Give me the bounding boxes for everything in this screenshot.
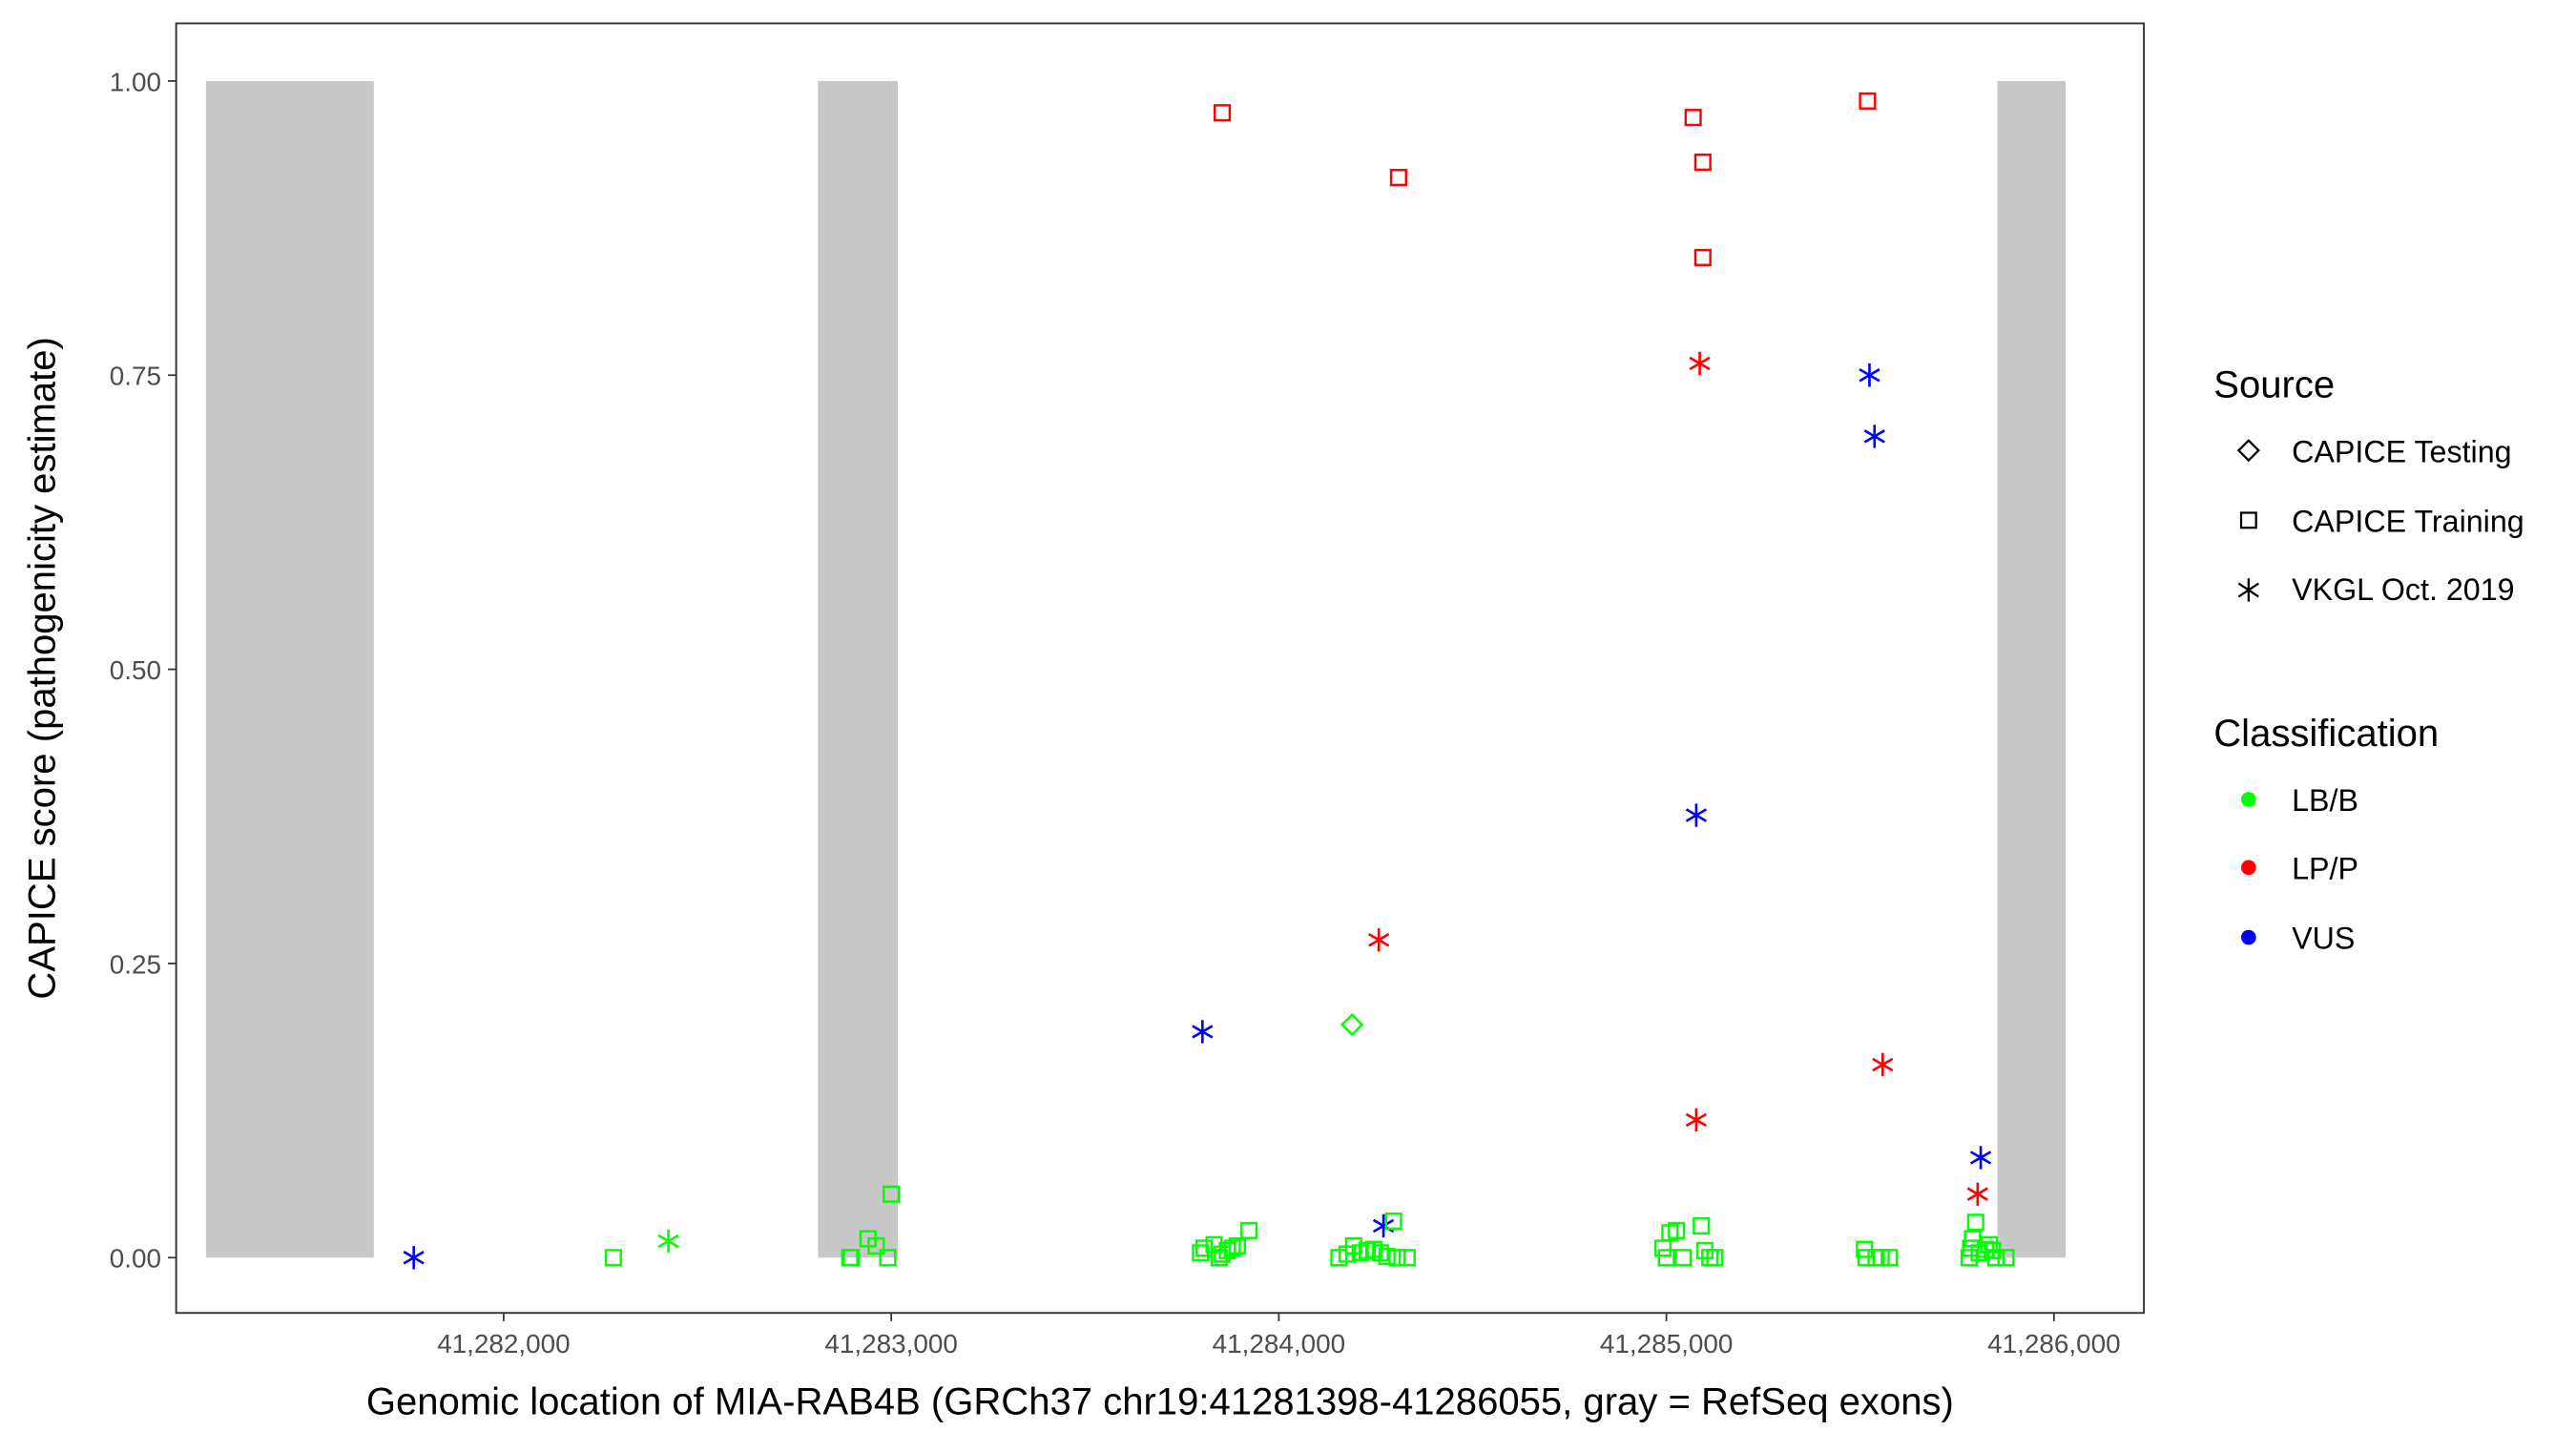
- legend-title-classification: Classification: [2213, 713, 2439, 755]
- point-asterisk: [1969, 1146, 1992, 1170]
- point-square: [1693, 1216, 1711, 1235]
- x-axis: 41,282,000 41,283,000 41,284,000 41,285,000…: [437, 1313, 2121, 1358]
- point-square: [1693, 248, 1712, 266]
- point-square: [1389, 168, 1407, 187]
- legend-label-lpp: LP/P: [2292, 852, 2358, 886]
- y-axis-title: CAPICE score (pathogenicity estimate): [21, 337, 63, 999]
- point-square: [1706, 1249, 1724, 1267]
- legend-label-capice-testing: CAPICE Testing: [2292, 434, 2511, 468]
- point-square: [1657, 1249, 1675, 1267]
- y-tick-label: 0.75: [110, 362, 161, 391]
- exon-band: [1997, 80, 2067, 1258]
- legend-label-capice-training: CAPICE Training: [2292, 505, 2524, 539]
- point-square: [1388, 1249, 1406, 1267]
- point-square: [1378, 1247, 1396, 1266]
- point-square: [1966, 1213, 1984, 1232]
- y-tick-label: 0.00: [110, 1244, 161, 1274]
- point-square: [1223, 1239, 1241, 1257]
- asterisk-icon: [2237, 578, 2259, 602]
- point-square: [1240, 1221, 1258, 1239]
- x-tick-label: 41,285,000: [1600, 1329, 1733, 1358]
- square-icon: [2239, 511, 2257, 529]
- point-square: [1384, 1212, 1402, 1231]
- point-square: [1398, 1249, 1416, 1267]
- y-tick-label: 1.00: [110, 67, 161, 96]
- point-square: [1218, 1241, 1236, 1259]
- point-asterisk: [1872, 1052, 1894, 1077]
- point-asterisk: [1689, 351, 1711, 376]
- point-asterisk: [1863, 425, 1885, 448]
- x-tick-label: 41,282,000: [437, 1329, 570, 1358]
- point-asterisk: [1859, 363, 1880, 387]
- point-asterisk: [1368, 928, 1390, 952]
- x-tick-label: 41,283,000: [824, 1329, 957, 1358]
- point-square: [842, 1249, 861, 1267]
- point-square: [1228, 1236, 1246, 1255]
- x-axis-title: Genomic location of MIA-RAB4B (GRCh37 ch…: [366, 1380, 1954, 1422]
- point-square: [1684, 109, 1702, 127]
- legend-label-vus: VUS: [2292, 922, 2355, 956]
- point-asterisk: [1685, 803, 1707, 827]
- legend-dot-lpp: [2241, 860, 2256, 876]
- y-axis: 0.00 0.25 0.50 0.75 1.00: [110, 67, 177, 1274]
- point-square: [1986, 1249, 2005, 1267]
- x-tick-label: 41,284,000: [1213, 1329, 1345, 1358]
- legend-label-lbb: LB/B: [2292, 783, 2358, 818]
- point-square: [1668, 1221, 1686, 1239]
- legend-label-vkgl: VKGL Oct. 2019: [2292, 572, 2514, 607]
- point-square: [1195, 1239, 1214, 1257]
- point-asterisk: [1685, 1108, 1707, 1132]
- point-square: [1997, 1249, 2015, 1267]
- plot-panel-border: [175, 22, 2146, 1315]
- legend-dot-lbb: [2241, 792, 2256, 807]
- point-square: [1859, 92, 1877, 110]
- point-square: [879, 1249, 897, 1267]
- diamond-icon: [2236, 439, 2260, 463]
- point-asterisk: [657, 1229, 679, 1254]
- exon-band: [818, 80, 899, 1258]
- legend: Source CAPICE Testing CAPICE Training VK…: [2213, 363, 2524, 955]
- point-square: [1214, 104, 1232, 122]
- data-points: [403, 92, 2015, 1270]
- point-square: [883, 1185, 901, 1203]
- point-square: [1693, 153, 1712, 172]
- point-square: [604, 1249, 622, 1267]
- point-asterisk: [1966, 1182, 1988, 1206]
- point-asterisk: [1192, 1020, 1214, 1044]
- exon-band: [205, 80, 374, 1258]
- point-square: [867, 1236, 885, 1255]
- point-square: [1960, 1249, 1978, 1267]
- y-tick-label: 0.50: [110, 655, 161, 685]
- exon-bands: [205, 80, 2067, 1258]
- point-square: [1880, 1249, 1899, 1267]
- legend-title-source: Source: [2213, 363, 2335, 405]
- legend-dot-vus: [2241, 929, 2256, 945]
- y-tick-label: 0.25: [110, 949, 161, 979]
- point-asterisk: [403, 1246, 425, 1270]
- point-square: [1674, 1249, 1693, 1267]
- point-diamond: [1340, 1012, 1364, 1037]
- x-tick-label: 41,286,000: [1987, 1329, 2120, 1358]
